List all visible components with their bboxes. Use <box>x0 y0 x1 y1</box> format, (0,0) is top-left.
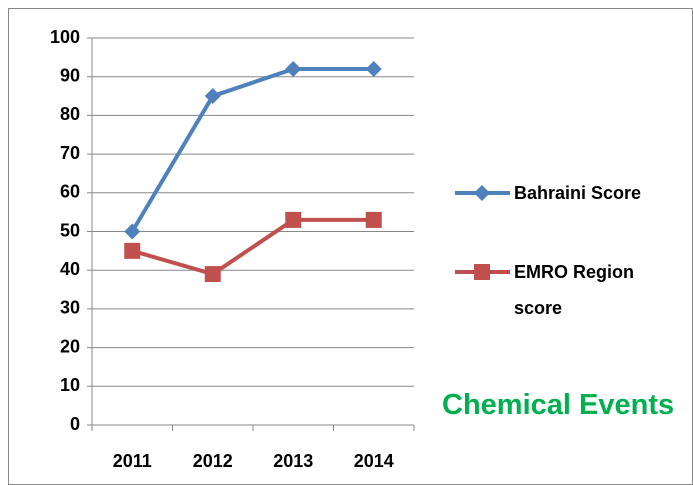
x-tick-label: 2013 <box>273 451 313 471</box>
y-tick-label: 30 <box>60 298 80 318</box>
y-tick-label: 20 <box>60 336 80 356</box>
y-tick-label: 90 <box>60 65 80 85</box>
y-tick-label: 40 <box>60 259 80 279</box>
legend-label: Bahraini Score <box>514 183 642 203</box>
annotation: Chemical Events <box>442 389 675 421</box>
marker <box>285 60 302 77</box>
marker <box>124 223 141 240</box>
marker <box>474 185 490 201</box>
x-tick-label: 2011 <box>113 451 152 471</box>
legend-label: EMRO Region score <box>514 262 634 318</box>
x-tick-label: 2012 <box>193 451 233 471</box>
y-tick-label: 50 <box>60 220 80 240</box>
marker <box>124 242 141 259</box>
marker <box>474 264 490 280</box>
y-tick-label: 0 <box>70 414 80 434</box>
marker <box>204 88 221 105</box>
y-tick-label: 80 <box>60 104 80 124</box>
series-line <box>131 217 374 277</box>
y-tick-label: 70 <box>60 143 80 163</box>
y-tick-label: 100 <box>50 27 80 47</box>
marker <box>204 266 221 283</box>
x-tick-label: 2014 <box>354 451 394 471</box>
marker <box>365 211 382 228</box>
series-line <box>130 66 374 233</box>
marker <box>285 211 302 228</box>
y-tick-label: 10 <box>60 375 80 395</box>
marker <box>365 60 382 77</box>
y-tick-label: 60 <box>60 182 80 202</box>
